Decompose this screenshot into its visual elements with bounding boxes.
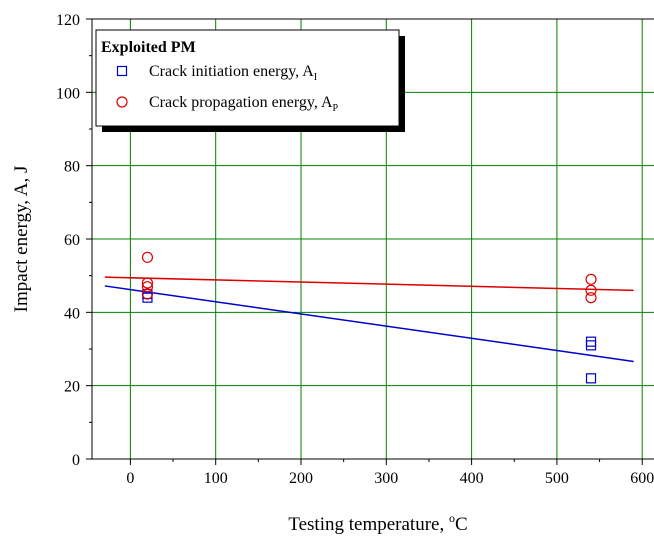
x-axis-label-unit: C bbox=[455, 514, 468, 535]
y-tick-label: 40 bbox=[64, 305, 80, 322]
x-tick-label: 600 bbox=[630, 470, 654, 487]
data-point-square bbox=[585, 373, 597, 384]
y-tick-label: 20 bbox=[64, 379, 80, 396]
x-tick-label: 500 bbox=[545, 470, 569, 487]
data-point-square bbox=[585, 336, 597, 347]
data-point-circle bbox=[585, 273, 597, 285]
y-tick-label: 80 bbox=[64, 159, 80, 176]
legend-marker-square bbox=[116, 65, 128, 77]
data-points bbox=[141, 251, 597, 384]
legend-marker-circle bbox=[116, 96, 128, 108]
fit-line-2 bbox=[104, 276, 634, 292]
x-tick-label: 100 bbox=[204, 470, 228, 487]
x-tick-label: 0 bbox=[126, 470, 134, 487]
y-axis-label: Impact energy, A, J bbox=[11, 166, 32, 313]
legend-box bbox=[95, 29, 400, 127]
y-tick-label: 60 bbox=[64, 232, 80, 249]
x-axis-label-text: Testing temperature, bbox=[288, 514, 449, 535]
legend-label: Crack initiation energy, AI bbox=[149, 63, 317, 83]
fit-line-1 bbox=[104, 285, 634, 363]
legend: Exploited PM Crack initiation energy, AI… bbox=[95, 29, 405, 132]
x-axis-label-degree: o bbox=[449, 511, 455, 525]
x-axis-label: Testing temperature, oC bbox=[288, 511, 467, 535]
data-point-circle bbox=[141, 277, 154, 289]
x-tick-label: 400 bbox=[460, 470, 484, 487]
data-point-circle bbox=[585, 284, 597, 296]
data-point-circle bbox=[141, 251, 154, 263]
data-point-circle bbox=[141, 281, 154, 293]
fit-lines bbox=[104, 276, 634, 363]
data-point-square bbox=[585, 340, 597, 351]
x-tick-label: 300 bbox=[374, 470, 398, 487]
y-tick-label: 0 bbox=[72, 452, 80, 469]
y-tick-label: 120 bbox=[56, 12, 80, 29]
legend-label: Crack propagation energy, AP bbox=[149, 94, 339, 114]
legend-title: Exploited PM bbox=[101, 39, 196, 56]
data-point-circle bbox=[141, 288, 154, 300]
y-tick-label: 100 bbox=[56, 85, 80, 102]
x-tick-label: 200 bbox=[289, 470, 313, 487]
ticks: 0 100 200 300 400 500 600 0 20 40 60 80 100 120 bbox=[56, 12, 654, 487]
data-point-circle bbox=[585, 292, 597, 304]
